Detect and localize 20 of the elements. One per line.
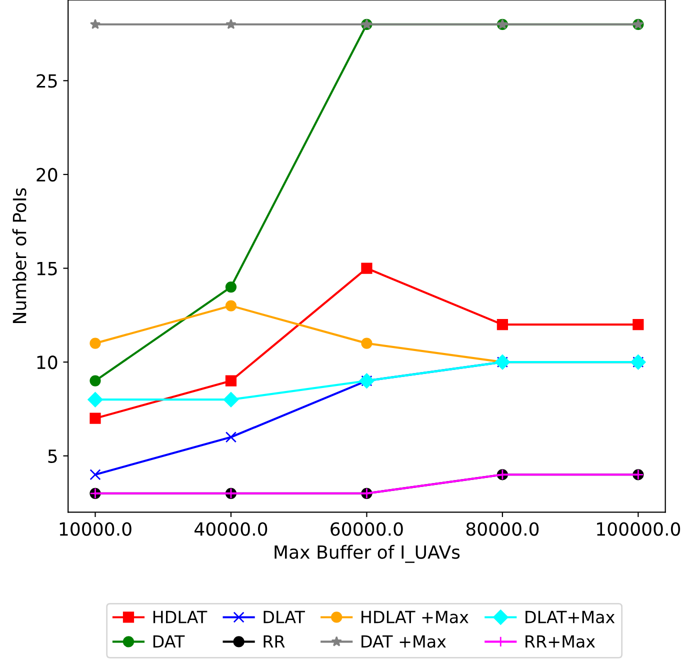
legend-label: HDLAT (153, 610, 208, 624)
legend-label: DAT +Max (362, 635, 446, 648)
x-tick-label: 100000.0 (597, 522, 680, 536)
legend-label: RR+Max (526, 635, 596, 648)
y-tick-label: 10 (37, 356, 58, 370)
y-tick-label: 20 (36, 168, 58, 182)
x-tick-label: 60000.0 (330, 522, 403, 536)
legend-label: RR (264, 635, 285, 648)
legend-label: DLAT (264, 610, 305, 624)
y-tick-label: 5 (48, 450, 57, 463)
y-tick-label: 15 (37, 262, 57, 276)
legend-label: DLAT+Max (526, 610, 615, 624)
x-axis-title: Max Buffer of I_UAVs (274, 544, 460, 563)
legend-label: HDLAT +Max (362, 610, 468, 624)
y-tick-label: 25 (36, 74, 57, 88)
x-tick-label: 80000.0 (466, 522, 539, 536)
x-tick-label: 10000.0 (60, 522, 132, 536)
legend-label: DAT (153, 635, 185, 648)
y-axis-title: Number of PoIs (12, 188, 26, 324)
x-tick-label: 40000.0 (194, 522, 268, 536)
